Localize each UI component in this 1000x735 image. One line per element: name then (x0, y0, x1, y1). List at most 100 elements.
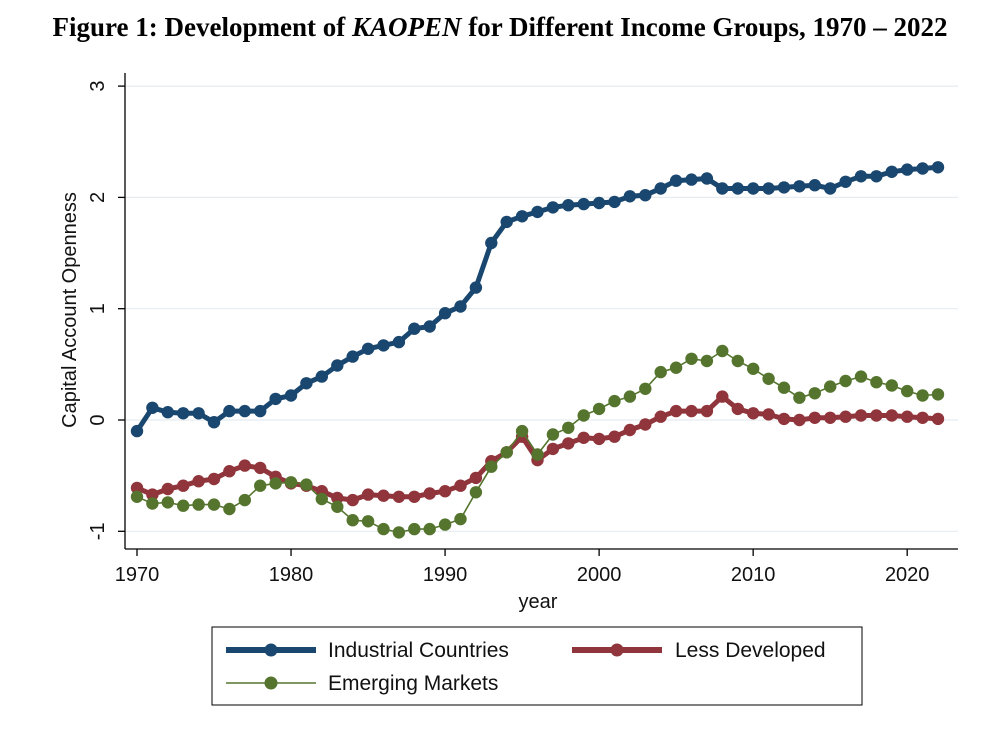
data-point-less-developed (700, 404, 714, 418)
data-point-emerging-markets (346, 514, 359, 527)
data-point-less-developed (254, 461, 267, 475)
data-point-emerging-markets (284, 476, 298, 489)
data-point-less-developed (454, 479, 467, 492)
data-point-emerging-markets (839, 374, 852, 388)
data-point-emerging-markets (500, 446, 513, 459)
data-point-industrial-countries (515, 210, 529, 223)
data-point-industrial-countries (207, 416, 221, 429)
data-point-less-developed (177, 479, 190, 492)
data-point-emerging-markets (531, 448, 544, 461)
data-point-less-developed (223, 465, 236, 478)
data-point-industrial-countries (577, 197, 590, 211)
data-point-emerging-markets (639, 382, 652, 395)
data-point-industrial-countries (546, 201, 560, 214)
figure-title-italic: KAOPEN (351, 12, 462, 42)
data-point-emerging-markets (762, 372, 775, 385)
data-point-emerging-markets (300, 478, 313, 491)
data-point-emerging-markets (146, 497, 159, 510)
y-tick-label: 0 (87, 414, 109, 425)
data-point-industrial-countries (315, 370, 328, 383)
data-point-emerging-markets (192, 498, 205, 511)
data-point-emerging-markets (438, 518, 452, 531)
x-tick-label: 1980 (269, 564, 314, 586)
data-point-less-developed (623, 423, 637, 437)
data-point-less-developed (146, 488, 159, 501)
data-point-emerging-markets (870, 376, 883, 389)
data-point-emerging-markets (161, 496, 174, 509)
data-point-emerging-markets (361, 515, 375, 528)
data-point-less-developed (639, 418, 652, 431)
data-point-emerging-markets (885, 379, 898, 392)
data-point-industrial-countries (284, 389, 298, 402)
legend-label-less-developed: Less Developed (675, 639, 826, 662)
data-point-industrial-countries (777, 181, 791, 194)
data-point-industrial-countries (669, 174, 683, 187)
data-point-less-developed (870, 409, 883, 422)
data-point-industrial-countries (469, 281, 483, 294)
data-point-emerging-markets (130, 490, 144, 503)
data-point-emerging-markets (592, 402, 606, 416)
data-point-less-developed (331, 491, 344, 505)
data-point-industrial-countries (392, 335, 406, 349)
data-point-industrial-countries (377, 339, 390, 352)
data-point-emerging-markets (608, 394, 621, 408)
data-point-industrial-countries (346, 350, 359, 363)
data-point-industrial-countries (762, 182, 775, 195)
series-group (130, 161, 945, 539)
data-point-industrial-countries (685, 173, 698, 186)
data-point-emerging-markets (777, 381, 791, 394)
data-point-emerging-markets (577, 409, 590, 422)
data-point-less-developed (577, 431, 590, 444)
gridlines (126, 85, 958, 532)
data-point-industrial-countries (808, 179, 821, 192)
data-point-industrial-countries (731, 182, 744, 195)
data-point-industrial-countries (793, 180, 806, 193)
data-point-emerging-markets (808, 387, 821, 400)
data-point-industrial-countries (192, 407, 205, 420)
data-point-industrial-countries (423, 320, 436, 333)
data-point-less-developed (854, 409, 868, 422)
data-point-industrial-countries (223, 404, 236, 418)
data-point-industrial-countries (839, 175, 852, 188)
data-point-industrial-countries (562, 199, 575, 212)
data-point-less-developed (346, 493, 359, 507)
x-tick-label: 2020 (885, 564, 930, 586)
data-point-less-developed (762, 408, 775, 421)
data-point-industrial-countries (623, 190, 637, 203)
data-point-less-developed (793, 413, 806, 427)
data-point-industrial-countries (500, 215, 513, 229)
series-emerging-markets (130, 344, 945, 539)
data-point-emerging-markets (731, 354, 744, 368)
data-point-industrial-countries (146, 401, 159, 414)
data-point-industrial-countries (130, 424, 144, 438)
data-point-emerging-markets (177, 499, 190, 512)
data-point-industrial-countries (854, 170, 868, 183)
data-point-industrial-countries (361, 342, 375, 355)
data-point-less-developed (546, 442, 560, 456)
figure-title: Figure 1: Development of KAOPEN for Diff… (0, 12, 1000, 43)
data-point-emerging-markets (469, 486, 483, 499)
data-point-less-developed (592, 432, 606, 446)
data-point-emerging-markets (315, 492, 328, 506)
data-point-emerging-markets (423, 522, 436, 536)
series-industrial-countries (130, 161, 945, 438)
data-point-industrial-countries (531, 205, 544, 219)
data-point-less-developed (669, 404, 683, 418)
legend-box (211, 626, 863, 706)
data-point-less-developed (885, 409, 898, 422)
axes (124, 73, 958, 550)
data-point-emerging-markets (254, 479, 267, 492)
data-point-industrial-countries (885, 165, 898, 178)
data-point-less-developed (130, 481, 144, 495)
data-point-industrial-countries (485, 236, 498, 250)
data-point-less-developed (839, 410, 852, 423)
x-tick-label: 2000 (577, 564, 622, 586)
data-point-emerging-markets (454, 512, 467, 526)
data-point-less-developed (654, 410, 667, 423)
data-point-industrial-countries (901, 163, 914, 176)
y-tick-label: 1 (87, 303, 109, 314)
data-point-emerging-markets (716, 344, 729, 358)
data-point-emerging-markets (377, 522, 390, 536)
data-point-less-developed (469, 471, 483, 485)
data-point-emerging-markets (685, 352, 698, 365)
